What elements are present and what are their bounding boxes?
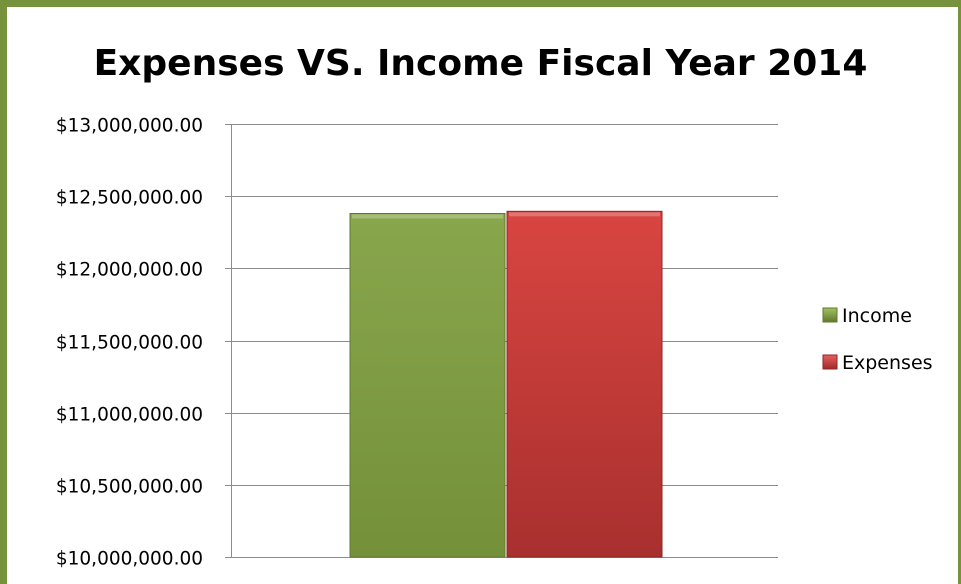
bar-income xyxy=(349,212,506,558)
y-tick-label: $11,000,000.00 xyxy=(56,405,203,426)
y-tick-label: $12,000,000.00 xyxy=(56,260,203,281)
bar-highlight xyxy=(352,214,503,219)
y-tick-label: $11,500,000.00 xyxy=(56,333,203,354)
bar-expenses xyxy=(506,210,663,558)
legend-label-expenses: Expenses xyxy=(842,352,933,374)
y-tick-label: $13,000,000.00 xyxy=(56,116,203,137)
bars xyxy=(349,210,663,558)
y-tick-label: $12,500,000.00 xyxy=(56,188,203,209)
y-axis-ticks: $10,000,000.00 $10,500,000.00 $11,000,000.… xyxy=(56,116,203,570)
bar-highlight xyxy=(509,212,660,217)
chart-title: Expenses VS. Income Fiscal Year 2014 xyxy=(93,43,868,84)
legend: Income Expenses xyxy=(822,305,933,374)
y-tick-label: $10,000,000.00 xyxy=(56,549,203,570)
legend-swatch-income xyxy=(822,307,838,323)
legend-label-income: Income xyxy=(842,305,912,327)
legend-swatch-expenses xyxy=(822,354,838,370)
y-tick-label: $10,500,000.00 xyxy=(56,477,203,498)
